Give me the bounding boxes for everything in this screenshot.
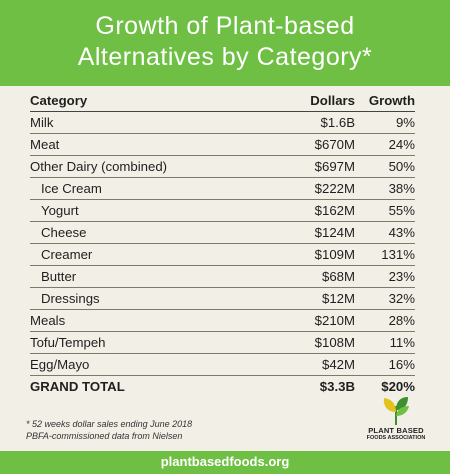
dollars-cell: $162M bbox=[314, 203, 355, 218]
title-line-2: Alternatives by Category* bbox=[77, 43, 373, 71]
dollars-cell: $42M bbox=[322, 357, 355, 372]
column-header-dollars: Dollars bbox=[310, 93, 355, 108]
growth-cell: 55% bbox=[388, 203, 415, 218]
category-cell: Creamer bbox=[41, 247, 93, 262]
total-label: GRAND TOTAL bbox=[30, 379, 125, 394]
growth-cell: 43% bbox=[388, 225, 415, 240]
dollars-cell: $108M bbox=[314, 335, 355, 350]
dollars-cell: $124M bbox=[314, 225, 355, 240]
dollars-cell: $697M bbox=[314, 159, 355, 174]
category-cell: Cheese bbox=[41, 225, 87, 240]
growth-cell: 32% bbox=[388, 291, 415, 306]
total-growth: $20% bbox=[381, 379, 415, 394]
dollars-cell: $210M bbox=[314, 313, 355, 328]
category-cell: Meat bbox=[30, 137, 60, 152]
category-cell: Egg/Mayo bbox=[30, 357, 90, 372]
table-row: Other Dairy (combined) $697M 50% bbox=[30, 156, 415, 178]
dollars-cell: $1.6B bbox=[320, 115, 355, 130]
growth-cell: 23% bbox=[388, 269, 415, 284]
pbfa-logo: PLANT BASED FOODS ASSOCIATION bbox=[366, 396, 426, 444]
category-table: Category Dollars Growth Milk $1.6B 9% Meat $… bbox=[30, 90, 415, 397]
dollars-cell: $222M bbox=[314, 181, 355, 196]
table-row: Butter $68M 23% bbox=[30, 266, 415, 288]
title-banner: Growth of Plant-based Alternatives by Ca… bbox=[0, 0, 450, 86]
table-row: Milk $1.6B 9% bbox=[30, 112, 415, 134]
dollars-cell: $68M bbox=[322, 269, 355, 284]
column-header-growth: Growth bbox=[368, 93, 415, 108]
logo-text-sub: FOODS ASSOCIATION bbox=[366, 435, 426, 441]
total-dollars: $3.3B bbox=[319, 379, 355, 394]
growth-cell: 24% bbox=[388, 137, 415, 152]
website-link[interactable]: plantbasedfoods.org bbox=[160, 454, 290, 469]
category-cell: Tofu/Tempeh bbox=[30, 335, 106, 350]
category-cell: Ice Cream bbox=[41, 181, 102, 196]
growth-cell: 38% bbox=[388, 181, 415, 196]
category-cell: Dressings bbox=[41, 291, 100, 306]
table-row: Dressings $12M 32% bbox=[30, 288, 415, 310]
footnote-line-1: * 52 weeks dollar sales ending June 2018 bbox=[26, 419, 193, 429]
title-line-1: Growth of Plant-based bbox=[95, 12, 355, 40]
table-row: Meals $210M 28% bbox=[30, 310, 415, 332]
dollars-cell: $109M bbox=[314, 247, 355, 262]
dollars-cell: $670M bbox=[314, 137, 355, 152]
growth-cell: 11% bbox=[389, 335, 415, 350]
table-row: Egg/Mayo $42M 16% bbox=[30, 354, 415, 376]
footnote-line-2: PBFA-commissioned data from Nielsen bbox=[26, 431, 183, 441]
table-row: Cheese $124M 43% bbox=[30, 222, 415, 244]
grand-total-row: GRAND TOTAL $3.3B $20% bbox=[30, 376, 415, 397]
footnote: * 52 weeks dollar sales ending June 2018… bbox=[26, 418, 192, 442]
category-cell: Meals bbox=[30, 313, 66, 328]
growth-cell: 16% bbox=[388, 357, 415, 372]
table-row: Yogurt $162M 55% bbox=[30, 200, 415, 222]
dollars-cell: $12M bbox=[322, 291, 355, 306]
table-header-row: Category Dollars Growth bbox=[30, 90, 415, 112]
table-row: Ice Cream $222M 38% bbox=[30, 178, 415, 200]
table-row: Tofu/Tempeh $108M 11% bbox=[30, 332, 415, 354]
column-header-category: Category bbox=[30, 93, 88, 108]
category-cell: Yogurt bbox=[41, 203, 79, 218]
table-row: Creamer $109M 131% bbox=[30, 244, 415, 266]
growth-cell: 9% bbox=[395, 115, 415, 130]
growth-cell: 28% bbox=[388, 313, 415, 328]
table-row: Meat $670M 24% bbox=[30, 134, 415, 156]
growth-cell: 50% bbox=[388, 159, 415, 174]
logo-text-main: PLANT BASED bbox=[368, 426, 424, 435]
category-cell: Milk bbox=[30, 115, 54, 130]
footer-bar: plantbasedfoods.org bbox=[0, 451, 450, 474]
leaf-sprout-icon bbox=[383, 397, 409, 425]
category-cell: Other Dairy (combined) bbox=[30, 159, 168, 174]
growth-cell: 131% bbox=[381, 247, 415, 262]
category-cell: Butter bbox=[41, 269, 77, 284]
